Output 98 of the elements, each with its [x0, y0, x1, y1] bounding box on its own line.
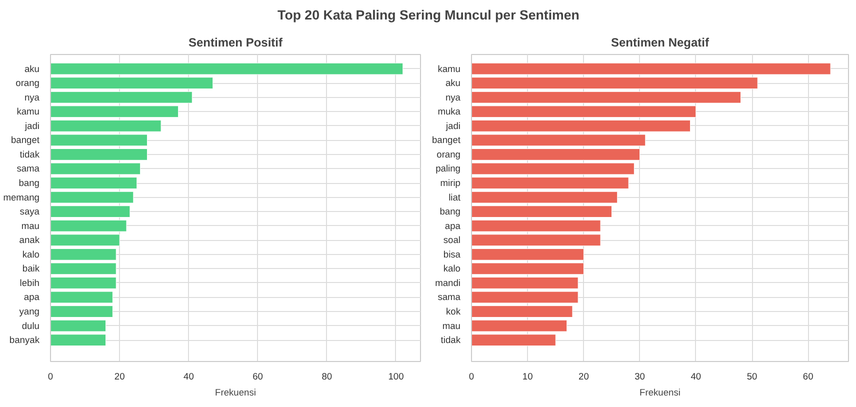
y-tick-label: saya [20, 206, 40, 217]
y-tick-label: sama [438, 292, 462, 302]
bar [472, 334, 556, 346]
y-tick-label: aku [24, 64, 40, 74]
text: Top 20 Kata Paling Sering Muncul per Sentimen [278, 8, 580, 22]
y-tick-label: mau [442, 320, 461, 331]
y-tick-label: orang [16, 78, 40, 88]
x-tick-label: 40 [690, 372, 702, 382]
bar [472, 262, 584, 275]
bar [472, 77, 758, 90]
bar [472, 248, 584, 260]
bar [472, 320, 568, 332]
x-tick-label: 40 [184, 372, 194, 382]
y-tick-label: tidak [20, 149, 40, 160]
y-tick-label: aku [445, 78, 461, 88]
bar [472, 91, 742, 104]
y-tick-label: kalo [443, 264, 461, 274]
x-tick-label: 10 [522, 372, 533, 382]
y-tick-label: anak [19, 235, 40, 246]
bar [472, 148, 640, 160]
bar [50, 77, 214, 90]
bar [50, 120, 162, 132]
y-tick-label: mirip [440, 178, 461, 188]
bar [50, 220, 127, 232]
bar [472, 106, 696, 118]
bar [472, 134, 646, 146]
x-tick-label: 20 [578, 372, 589, 382]
y-tick-label: apa [444, 220, 462, 231]
bar [50, 148, 148, 160]
y-tick-label: nya [24, 92, 40, 102]
bar [50, 134, 148, 146]
y-tick-label: liat [448, 192, 461, 202]
y-tick-label: paling [436, 164, 461, 174]
bar [50, 62, 404, 75]
bar [50, 91, 192, 104]
bar [472, 191, 618, 204]
y-tick-label: kamu [16, 106, 40, 117]
x-tick-label: 0 [468, 372, 474, 382]
x-tick-label: 100 [388, 372, 404, 382]
y-tick-label: orang [436, 149, 460, 160]
bar [472, 220, 601, 232]
y-tick-label: bang [440, 206, 461, 217]
bar [50, 248, 116, 260]
bar [50, 291, 113, 304]
bar [50, 106, 179, 118]
y-tick-label: yang [19, 306, 40, 317]
y-tick-label: banget [432, 135, 461, 146]
bar [472, 234, 601, 246]
y-tick-label: tidak [440, 335, 461, 346]
bar [472, 277, 578, 289]
bar [50, 306, 113, 318]
y-tick-label: soal [443, 235, 461, 246]
bar [472, 62, 831, 75]
x-tick-label: 0 [48, 372, 54, 382]
y-tick-label: lebih [20, 278, 40, 288]
y-tick-label: mandi [435, 278, 461, 288]
y-tick-label: kamu [438, 64, 460, 74]
x-tick-label: 20 [114, 372, 125, 382]
chart-title: Sentimen Negatif [610, 36, 710, 50]
bar [50, 262, 116, 275]
y-tick-label: jadi [444, 120, 461, 131]
bar [472, 306, 573, 318]
bar [50, 277, 116, 289]
y-tick-label: sama [16, 164, 40, 174]
y-tick-label: kok [446, 306, 461, 317]
bar [472, 177, 629, 189]
y-tick-label: nya [445, 92, 462, 102]
bar [472, 206, 612, 218]
y-tick-label: muka [438, 106, 462, 117]
y-tick-label: jadi [24, 120, 40, 131]
bar [50, 320, 106, 332]
bar [50, 162, 141, 175]
y-tick-label: bisa [443, 249, 462, 260]
bar [50, 234, 120, 246]
bar [50, 206, 130, 218]
x-tick-label: 50 [746, 372, 758, 382]
y-tick-label: baik [22, 264, 40, 274]
x-tick-label: 60 [252, 372, 263, 382]
bar [472, 120, 691, 132]
x-axis-title: Frekuensi [215, 388, 256, 398]
bar [472, 291, 578, 304]
y-tick-label: banget [10, 135, 40, 146]
y-tick-label: banyak [9, 335, 40, 346]
y-tick-label: memang [3, 192, 40, 202]
y-tick-label: mau [21, 220, 40, 231]
x-tick-label: 60 [802, 372, 814, 382]
x-axis-title: Frekuensi [640, 388, 680, 398]
bar [50, 334, 106, 346]
y-tick-label: dulu [22, 320, 40, 331]
x-tick-label: 80 [322, 372, 332, 382]
y-tick-label: bang [18, 178, 40, 188]
bar [472, 162, 634, 175]
chart-title: Sentimen Positif [188, 36, 284, 50]
bar [50, 177, 138, 189]
x-tick-label: 30 [634, 372, 646, 382]
y-tick-label: apa [24, 292, 40, 302]
bar [50, 191, 134, 204]
y-tick-label: kalo [22, 249, 40, 260]
